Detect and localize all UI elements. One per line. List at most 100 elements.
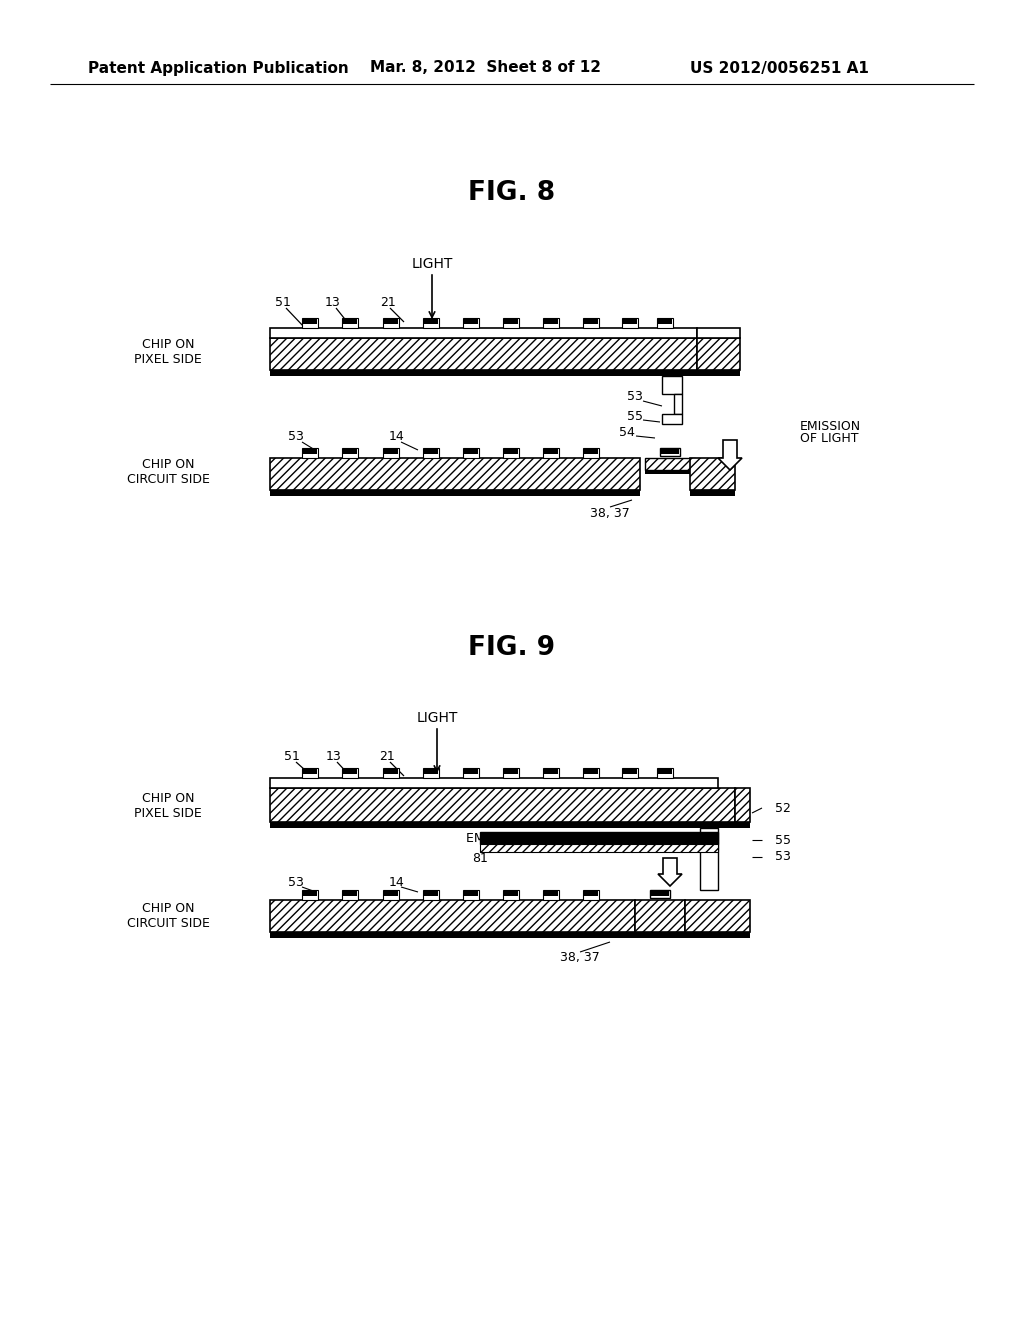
Bar xyxy=(584,891,598,896)
Bar xyxy=(383,768,399,777)
Bar xyxy=(303,891,317,896)
Bar xyxy=(544,770,558,774)
Bar xyxy=(662,414,682,424)
Bar xyxy=(480,832,718,843)
Bar xyxy=(303,319,317,323)
Bar xyxy=(270,327,697,338)
Text: 51: 51 xyxy=(275,296,291,309)
Text: 55: 55 xyxy=(775,833,791,846)
Bar xyxy=(424,770,438,774)
Bar xyxy=(464,319,478,323)
Bar xyxy=(543,447,559,458)
Bar xyxy=(658,770,672,774)
Bar xyxy=(270,932,635,939)
Bar xyxy=(685,932,750,939)
Text: 51: 51 xyxy=(284,750,300,763)
Bar xyxy=(544,891,558,896)
Bar xyxy=(424,449,438,454)
Bar xyxy=(342,318,358,327)
Bar xyxy=(383,890,399,900)
Bar xyxy=(503,447,519,458)
Text: LIGHT: LIGHT xyxy=(417,711,458,725)
Bar xyxy=(384,449,398,454)
Bar xyxy=(685,900,750,932)
Bar xyxy=(343,770,357,774)
Bar xyxy=(464,449,478,454)
Bar xyxy=(635,932,685,939)
Bar xyxy=(503,318,519,327)
Bar xyxy=(342,768,358,777)
Text: 21: 21 xyxy=(379,750,395,763)
Bar xyxy=(697,327,740,338)
Bar xyxy=(342,447,358,458)
Bar xyxy=(504,319,518,323)
Bar xyxy=(463,318,479,327)
Bar xyxy=(423,890,439,900)
Bar xyxy=(697,370,740,376)
Text: 53: 53 xyxy=(288,875,304,888)
Bar xyxy=(543,890,559,900)
Bar xyxy=(645,470,695,474)
Bar xyxy=(697,338,740,370)
Text: OF LIGHT: OF LIGHT xyxy=(800,432,858,445)
Bar xyxy=(343,891,357,896)
Bar xyxy=(504,770,518,774)
Bar xyxy=(690,458,735,490)
Bar xyxy=(583,447,599,458)
Text: Patent Application Publication: Patent Application Publication xyxy=(88,61,349,75)
Bar xyxy=(657,768,673,777)
Bar xyxy=(384,770,398,774)
Text: 55: 55 xyxy=(627,411,643,424)
Bar xyxy=(423,447,439,458)
Bar xyxy=(303,449,317,454)
Bar xyxy=(270,900,635,932)
Text: CHIP ON
CIRCUIT SIDE: CHIP ON CIRCUIT SIDE xyxy=(127,902,210,931)
Text: Mar. 8, 2012  Sheet 8 of 12: Mar. 8, 2012 Sheet 8 of 12 xyxy=(370,61,601,75)
Bar xyxy=(662,376,682,393)
Text: 13: 13 xyxy=(326,750,342,763)
Bar xyxy=(658,319,672,323)
Bar xyxy=(302,890,318,900)
Text: 53: 53 xyxy=(627,391,643,404)
Bar xyxy=(660,447,680,455)
Bar xyxy=(270,338,697,370)
Bar xyxy=(424,891,438,896)
Bar xyxy=(650,890,670,898)
Bar xyxy=(543,318,559,327)
Bar xyxy=(303,770,317,774)
Bar xyxy=(463,890,479,900)
Bar xyxy=(657,318,673,327)
Text: 21: 21 xyxy=(380,296,396,309)
Bar xyxy=(302,447,318,458)
Text: CHIP ON
PIXEL SIDE: CHIP ON PIXEL SIDE xyxy=(134,338,202,366)
Bar xyxy=(270,777,718,788)
Bar xyxy=(662,449,679,454)
Bar xyxy=(463,768,479,777)
Bar xyxy=(503,768,519,777)
Bar xyxy=(302,768,318,777)
Bar xyxy=(343,319,357,323)
Bar xyxy=(622,768,638,777)
Bar xyxy=(270,788,735,822)
Bar xyxy=(583,768,599,777)
Bar xyxy=(504,449,518,454)
Bar xyxy=(384,319,398,323)
Bar xyxy=(480,843,718,851)
Text: CHIP ON
CIRCUIT SIDE: CHIP ON CIRCUIT SIDE xyxy=(127,458,210,486)
Text: FIG. 9: FIG. 9 xyxy=(468,635,556,661)
Bar xyxy=(384,891,398,896)
Bar xyxy=(342,890,358,900)
Polygon shape xyxy=(658,858,682,886)
Text: LIGHT: LIGHT xyxy=(412,257,453,271)
Text: US 2012/0056251 A1: US 2012/0056251 A1 xyxy=(690,61,869,75)
Bar xyxy=(423,318,439,327)
Bar xyxy=(623,319,637,323)
Bar xyxy=(583,318,599,327)
Bar xyxy=(270,370,697,376)
Text: 53: 53 xyxy=(288,430,304,444)
Bar xyxy=(735,822,750,828)
Bar xyxy=(270,458,640,490)
Bar xyxy=(623,770,637,774)
Bar xyxy=(343,449,357,454)
Bar xyxy=(735,788,750,822)
